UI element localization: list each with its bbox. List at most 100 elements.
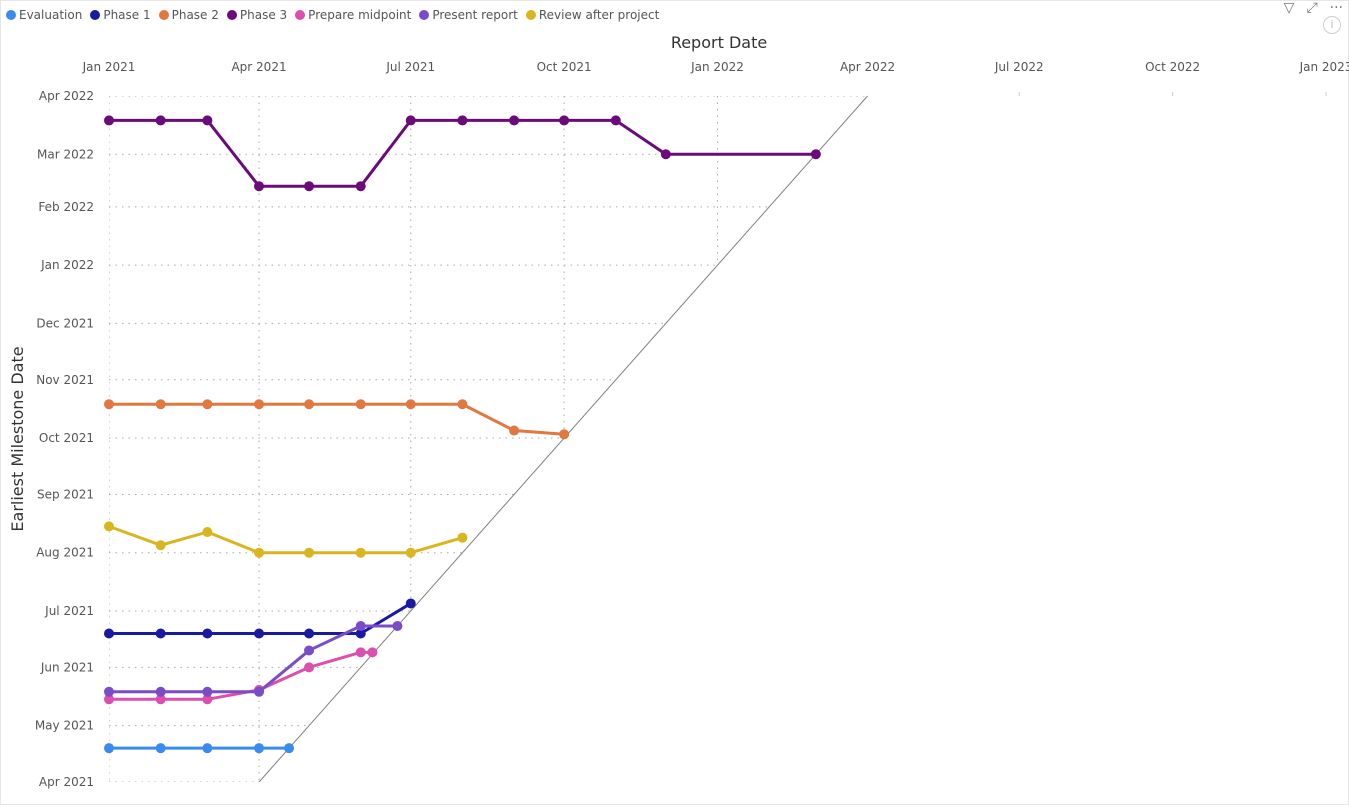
x-tick-label: Oct 2021: [537, 60, 592, 74]
filter-icon[interactable]: ▽: [1283, 0, 1295, 16]
legend-item[interactable]: Present report: [419, 8, 518, 22]
legend-marker: [226, 10, 237, 20]
data-point: [355, 647, 366, 658]
series-line: [109, 118, 816, 188]
data-point: [304, 399, 315, 410]
x-tick-label: Oct 2022: [1145, 60, 1200, 74]
y-tick-label: Jul 2021: [44, 604, 94, 618]
data-point: [254, 628, 265, 639]
more-options-icon[interactable]: ···: [1329, 0, 1343, 16]
data-point: [355, 621, 366, 632]
legend-label: Prepare midpoint: [308, 8, 412, 22]
x-tick-label: Jul 2022: [994, 60, 1044, 74]
series-prepare-midpoint: [104, 647, 378, 705]
data-point: [202, 115, 213, 126]
legend-item[interactable]: Prepare midpoint: [295, 8, 411, 22]
data-point: [104, 115, 114, 126]
data-point: [104, 694, 114, 705]
series-phase-1: [104, 598, 416, 639]
data-point: [104, 521, 114, 532]
data-point: [104, 628, 114, 639]
data-point: [392, 621, 403, 632]
data-point: [104, 743, 114, 754]
data-point: [304, 662, 315, 673]
y-tick-label: Dec 2021: [36, 316, 94, 330]
data-point: [405, 399, 416, 410]
data-point: [202, 399, 213, 410]
x-tick-label: Jul 2021: [385, 60, 435, 74]
data-point: [355, 399, 366, 410]
series-review-after-project: [104, 521, 468, 558]
y-axis-title: Earliest Milestone Date: [8, 346, 27, 531]
y-tick-label: Oct 2021: [39, 431, 94, 445]
legend-marker: [525, 10, 536, 20]
data-point: [509, 425, 520, 436]
legend-item[interactable]: Review after project: [525, 8, 660, 22]
data-point: [457, 115, 468, 126]
legend-marker: [419, 10, 430, 20]
series-evaluation: [104, 743, 295, 754]
data-point: [202, 686, 213, 697]
x-tick-label: Apr 2022: [840, 60, 895, 74]
data-point: [155, 540, 166, 551]
data-point: [559, 429, 570, 440]
series-line: [109, 624, 398, 694]
data-point: [155, 694, 166, 705]
y-tick-label: Apr 2022: [39, 89, 94, 103]
x-tick-label: Jan 2023: [1299, 60, 1349, 74]
data-point: [155, 628, 166, 639]
data-point: [660, 149, 671, 160]
legend-label: Phase 3: [239, 8, 288, 22]
focus-mode-icon[interactable]: ⤢: [1306, 0, 1318, 16]
data-point: [104, 686, 114, 697]
info-icon[interactable]: i: [1323, 16, 1341, 34]
data-point: [155, 399, 166, 410]
legend-item[interactable]: Phase 3: [226, 8, 288, 22]
data-point: [202, 743, 213, 754]
series-phase-2: [104, 399, 570, 440]
y-tick-label: Jan 2022: [40, 258, 94, 272]
x-tick-label: Jan 2021: [82, 60, 136, 74]
data-point: [457, 399, 468, 410]
legend-marker: [6, 10, 16, 20]
legend-marker: [158, 10, 169, 20]
y-tick-label: Apr 2021: [39, 775, 94, 789]
legend-marker: [295, 10, 306, 20]
data-point: [457, 532, 468, 543]
data-point: [509, 115, 520, 126]
data-point: [254, 743, 265, 754]
legend-label: Phase 1: [103, 8, 151, 22]
data-point: [355, 547, 366, 558]
legend-marker: [90, 10, 101, 20]
data-point: [202, 527, 213, 538]
data-point: [304, 181, 315, 192]
y-tick-label: Jun 2021: [40, 660, 94, 674]
data-point: [202, 694, 213, 705]
visual-header: ▽ ⤢ ···: [1284, 0, 1343, 16]
x-tick-label: Apr 2021: [231, 60, 286, 74]
data-point: [202, 628, 213, 639]
data-point: [610, 115, 621, 126]
data-point: [355, 628, 366, 639]
data-point: [155, 743, 166, 754]
legend-item[interactable]: Evaluation: [6, 8, 82, 22]
series-line: [109, 402, 565, 436]
series-phase-3: [104, 115, 821, 192]
legend-label: Review after project: [538, 8, 660, 22]
data-point: [355, 181, 366, 192]
series-line: [108, 524, 463, 555]
legend-label: Present report: [432, 8, 518, 22]
data-point: [254, 181, 265, 192]
data-point: [254, 399, 265, 410]
data-point: [155, 686, 166, 697]
data-point: [254, 686, 265, 697]
data-point: [810, 149, 821, 160]
y-tick-label: Mar 2022: [37, 147, 94, 161]
data-point: [304, 628, 315, 639]
y-tick-label: Feb 2022: [38, 200, 94, 214]
legend-label: Evaluation: [19, 8, 83, 22]
legend-item[interactable]: Phase 1: [90, 8, 151, 22]
data-point: [559, 115, 570, 126]
legend-item[interactable]: Phase 2: [158, 8, 219, 22]
